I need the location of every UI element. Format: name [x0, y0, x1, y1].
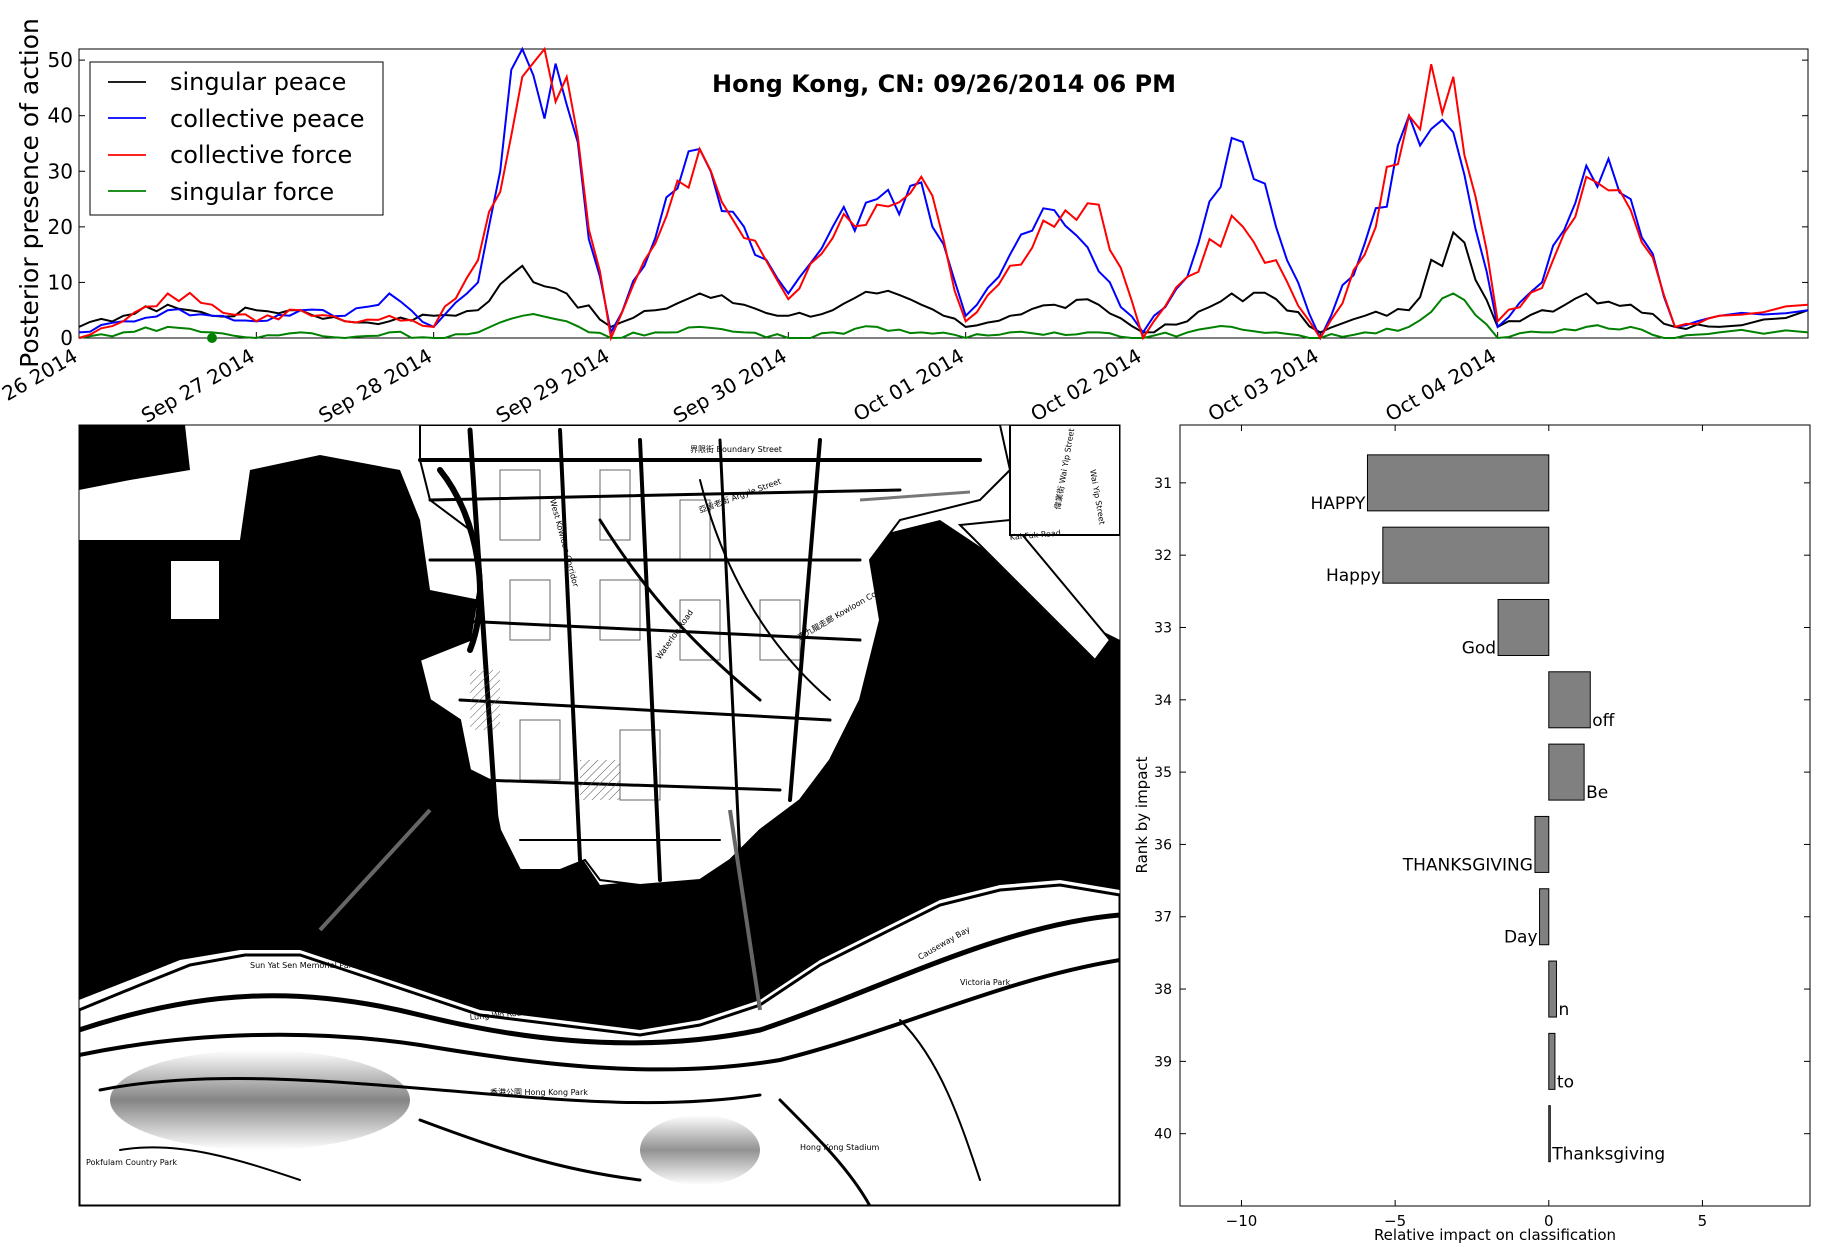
west-pier — [169, 559, 221, 621]
impact-x-tick-label: 5 — [1698, 1212, 1708, 1230]
map-frame — [78, 424, 1121, 1207]
timeseries-x-tick-label: Sep 27 2014 — [137, 344, 259, 428]
impact-word-label: Be — [1586, 783, 1608, 803]
impact-bars — [1366, 454, 1591, 1163]
impact-y-tick-label: 32 — [1154, 548, 1172, 564]
timeseries-y-tick-label: 30 — [48, 159, 73, 183]
map-label-pokfulam-park: Pokfulam Country Park — [86, 1158, 177, 1167]
timeseries-y-tick-label: 20 — [48, 215, 73, 239]
map-label-kai-fuk-road: Kai Fuk Road — [1009, 529, 1061, 542]
timeseries-x-tick-label: Oct 02 2014 — [1026, 344, 1145, 427]
hill-shading — [110, 1050, 410, 1150]
kai-tak-pier — [957, 518, 1112, 662]
harbour-water — [79, 455, 1120, 1030]
impact-y-tick-label: 40 — [1154, 1127, 1172, 1143]
map-label-hong-kong-park: 香港公園 Hong Kong Park — [490, 1087, 588, 1097]
impact-word-label: HAPPY — [1311, 494, 1367, 514]
timeseries-x-tick-label: Oct 01 2014 — [849, 344, 968, 427]
series-line-collective-force — [78, 46, 1809, 342]
impact-word-label: Day — [1504, 928, 1538, 948]
impact-word-label: n — [1558, 1000, 1569, 1020]
impact-y-tick-label: 37 — [1154, 910, 1172, 926]
impact-y-axis: 31 32 33 34 35 36 37 38 39 40 — [1154, 476, 1810, 1143]
map-label-sun-yat-sen-park: Sun Yat Sen Memorial Park — [250, 961, 357, 970]
timeseries-y-tick-label: 50 — [48, 48, 73, 72]
impact-word-label: Thanksgiving — [1551, 1145, 1665, 1165]
ferry-route-2 — [728, 809, 762, 1011]
hatched-park-2 — [470, 670, 500, 730]
impact-x-tick-label: −5 — [1384, 1212, 1406, 1230]
impact-word-label: Happy — [1326, 566, 1381, 586]
impact-y-tick-label: 31 — [1154, 476, 1172, 492]
timeseries-x-tick-label: Sep 28 2014 — [314, 344, 436, 428]
impact-bar — [1548, 1105, 1551, 1163]
impact-bar — [1382, 526, 1550, 584]
timeseries-x-axis: Sep 26 2014 Sep 27 2014 Sep 28 2014 Sep 29 … — [0, 332, 1500, 428]
impact-y-tick-label: 34 — [1154, 693, 1172, 709]
series-line-collective-peace — [78, 46, 1809, 341]
impact-y-tick-label: 36 — [1154, 837, 1172, 853]
impact-x-axis: −10 −5 0 5 — [1226, 425, 1708, 1230]
impact-bar — [1548, 671, 1591, 729]
impact-y-label: Rank by impact — [1133, 756, 1151, 873]
map-label-boundary-street: 界限街 Boundary Street — [690, 444, 782, 454]
timeseries-x-tick-label: Sep 30 2014 — [669, 344, 791, 428]
map-label-victoria-park: Victoria Park — [960, 978, 1011, 987]
hong-kong-map: 界限街 Boundary Street 亞皆老街 Argyle Street W… — [78, 424, 1121, 1207]
impact-word-label: off — [1592, 711, 1615, 731]
ferry-route-3 — [859, 490, 971, 502]
impact-word-label: THANKSGIVING — [1402, 855, 1533, 875]
timeseries-y-tick-label: 10 — [48, 270, 73, 294]
island-roads — [79, 912, 1120, 1206]
impact-x-tick-label: 0 — [1544, 1212, 1554, 1230]
impact-x-label: Relative impact on classification — [1374, 1226, 1616, 1244]
timeseries-y-tick-label: 40 — [48, 104, 73, 128]
kowloon-peninsula — [418, 425, 1012, 887]
impact-y-tick-label: 39 — [1154, 1054, 1172, 1070]
timeseries-title: Hong Kong, CN: 09/26/2014 06 PM — [712, 70, 1176, 98]
hatched-park — [580, 760, 620, 800]
legend-label-collective-force: collective force — [170, 141, 352, 169]
timeseries-series — [78, 46, 1809, 343]
timeseries-x-tick-label: Sep 29 2014 — [492, 344, 614, 428]
timeseries-y-label: Posterior presence of action — [15, 18, 44, 368]
ferry-route-1 — [318, 808, 432, 932]
series-line-singular-force — [78, 292, 1809, 340]
current-time-marker — [207, 333, 217, 343]
impact-y-tick-label: 35 — [1154, 765, 1172, 781]
impact-bar — [1366, 454, 1550, 512]
hill-shading-2 — [640, 1115, 760, 1185]
timeseries-y-tick-label: 0 — [60, 326, 73, 350]
impact-bar — [1548, 743, 1585, 801]
legend-label-collective-peace: collective peace — [170, 105, 365, 133]
impact-bar — [1534, 815, 1550, 873]
timeseries-x-tick-label: Oct 03 2014 — [1204, 344, 1323, 427]
impact-x-tick-label: −10 — [1226, 1212, 1258, 1230]
impact-bar — [1497, 598, 1550, 656]
impact-bar — [1539, 888, 1550, 946]
impact-bar — [1548, 960, 1557, 1018]
legend-label-singular-force: singular force — [170, 178, 334, 206]
kowloon-blocks — [499, 469, 801, 801]
impact-y-tick-label: 38 — [1154, 982, 1172, 998]
west-water — [79, 425, 190, 490]
impact-bar-chart: 31 32 33 34 35 36 37 38 39 40 −10 −5 0 5 HAPPY Happy G… — [1133, 424, 1811, 1244]
timeseries-y-axis: 0 10 20 30 40 50 — [48, 48, 1808, 350]
kwun-tong-strip — [1009, 425, 1120, 536]
legend-box — [89, 61, 384, 216]
timeseries-x-tick-label: Oct 04 2014 — [1381, 344, 1500, 427]
impact-word-label: God — [1462, 638, 1496, 658]
timeseries-legend: singular peace collective peace collecti… — [89, 61, 384, 216]
impact-word-label: to — [1557, 1072, 1574, 1092]
impact-word-labels: HAPPY Happy God off Be THANKSGIVING Day n to Than… — [1311, 494, 1666, 1165]
kowloon-roads — [418, 427, 982, 883]
map-label-hong-kong-stadium: Hong Kong Stadium — [800, 1143, 880, 1152]
legend-label-singular-peace: singular peace — [170, 68, 346, 96]
impact-bar — [1548, 1032, 1556, 1090]
impact-y-tick-label: 33 — [1154, 620, 1172, 636]
